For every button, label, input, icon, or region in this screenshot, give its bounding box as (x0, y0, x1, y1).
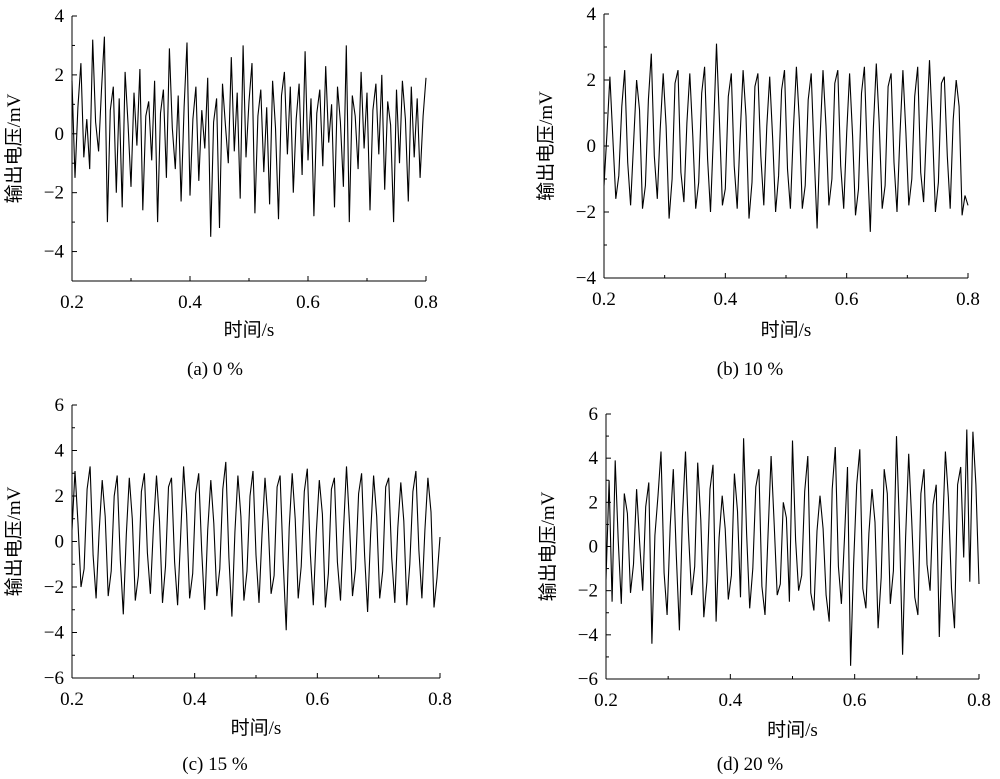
x-axis-label: 时间/s (231, 717, 282, 739)
x-tick-label: 0.4 (178, 292, 202, 313)
x-tick-label: 0.2 (592, 289, 616, 310)
y-tick-label: 4 (55, 6, 65, 27)
series-line-a (71, 36, 427, 237)
x-tick-label: 0.4 (713, 289, 737, 310)
y-tick-label: 6 (589, 404, 599, 425)
x-tick-label: 0.6 (305, 689, 329, 710)
y-tick-label: 2 (55, 65, 65, 86)
y-tick-label: −4 (578, 625, 599, 646)
y-tick-label: −2 (44, 183, 64, 204)
y-tick-label: −2 (44, 577, 64, 598)
y-tick-label: −4 (576, 268, 597, 289)
x-tick-label: 0.8 (967, 690, 991, 711)
x-tick-label: 0.8 (414, 292, 438, 313)
y-tick-label: 2 (589, 492, 599, 513)
y-tick-label: 0 (589, 537, 599, 558)
y-tick-label: 4 (587, 4, 597, 25)
x-tick-label: 0.8 (956, 289, 980, 310)
y-axis-label: 输出电压/mV (3, 93, 25, 203)
x-axis-label: 时间/s (761, 319, 812, 341)
x-tick-label: 0.2 (60, 292, 84, 313)
x-tick-label: 0.2 (60, 689, 84, 710)
x-tick-label: 0.4 (718, 690, 742, 711)
y-tick-label: 0 (587, 136, 597, 157)
y-tick-label: 0 (55, 532, 65, 553)
series-line-d (605, 429, 980, 666)
y-tick-label: −4 (44, 242, 65, 263)
y-tick-label: −6 (44, 668, 64, 689)
y-tick-label: 4 (589, 448, 599, 469)
y-tick-label: −2 (578, 581, 598, 602)
y-axis-label: 输出电压/mV (537, 491, 559, 601)
y-axis-label: 输出电压/mV (535, 91, 557, 201)
panel-d: 6 4 2 0 −2 −4 −60.2 0.4 0.6 0.8 时间/s 输出电压/mV (d) 20 … (537, 404, 991, 775)
x-tick-label: 0.2 (594, 690, 618, 711)
panel-caption: (b) 10 % (717, 359, 784, 380)
y-tick-label: 6 (55, 395, 65, 416)
y-tick-label: 2 (55, 486, 65, 507)
x-tick-label: 0.4 (183, 689, 207, 710)
x-tick-label: 0.6 (843, 690, 867, 711)
y-tick-label: −2 (576, 202, 596, 223)
panel-caption: (a) 0 % (187, 359, 243, 380)
y-axis-label: 输出电压/mV (3, 486, 25, 596)
y-tick-label: 4 (55, 441, 65, 462)
x-tick-label: 0.6 (296, 292, 320, 313)
x-axis-label: 时间/s (224, 319, 275, 341)
panel-caption: (d) 20 % (717, 754, 784, 775)
x-axis-label: 时间/s (767, 719, 818, 741)
y-tick-label: 2 (587, 70, 597, 91)
panel-c: 6 4 2 0 −2 −4 −60.2 0.4 0.6 0.8 时间/s 输出电压/mV (c) 15 … (3, 395, 452, 775)
panel-b: 4 2 0 −2 −40.2 0.4 0.6 0.8 时间/s 输出电压/mV (b) 10 % (535, 4, 980, 380)
y-tick-label: −4 (44, 623, 65, 644)
panel-a: 4 2 0 −2 −4 0.2 0.4 0.6 0.8 时间/s 输出电压/mV (a) 0 % (3, 6, 438, 380)
y-tick-label: 0 (55, 124, 65, 145)
series-line-c (71, 461, 441, 631)
series-line-b (603, 43, 969, 232)
y-tick-label: −6 (578, 669, 598, 690)
x-tick-label: 0.6 (835, 289, 859, 310)
panel-caption: (c) 15 % (182, 754, 248, 775)
x-tick-label: 0.8 (428, 689, 452, 710)
